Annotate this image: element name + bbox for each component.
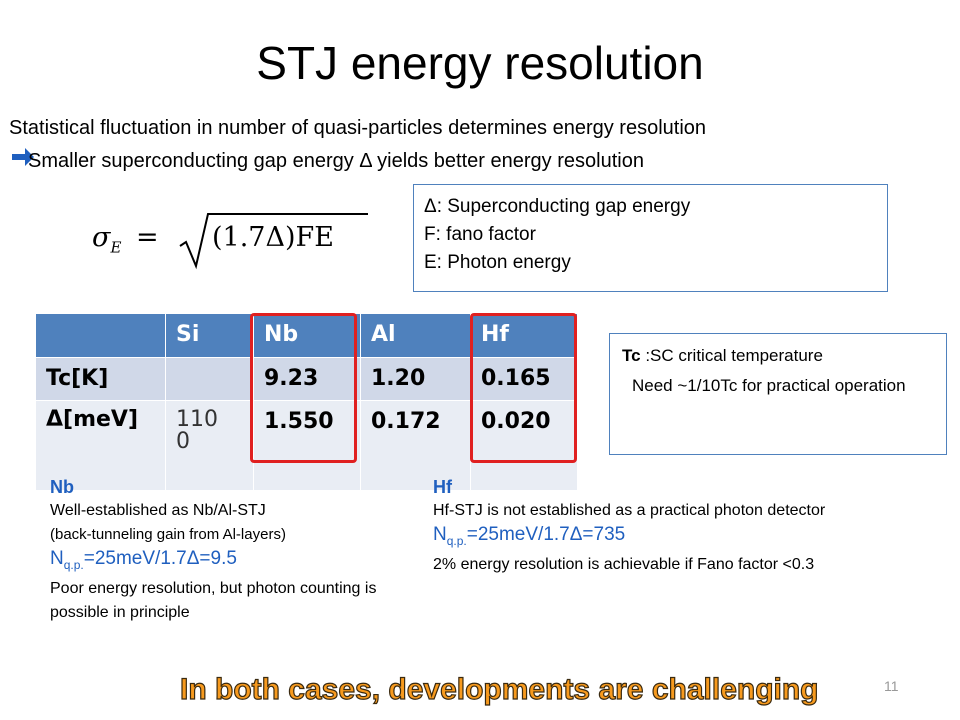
hf-text: 2% energy resolution is achievable if Fa… (433, 555, 815, 573)
nb-n: N (50, 548, 64, 569)
nb-n-rest: =25meV/1.7Δ=9.5 (83, 548, 237, 569)
sqrt-sign (179, 213, 368, 270)
conclusion: In both cases, developments are challeng… (179, 672, 819, 706)
hf-text: Hf-STJ is not established as a practical… (433, 502, 826, 519)
cell: 0.172 (360, 400, 471, 491)
formula-radicand: (1.7Δ)FE (212, 222, 334, 253)
header-cell: Al (360, 313, 471, 358)
formula-eq: = (135, 222, 159, 253)
nb-text: (back-tunneling gain from Al-layers) (50, 526, 286, 543)
tc-label: Tc (622, 346, 641, 365)
cell: 9.23 (253, 357, 361, 401)
hf-n-rest: =25meV/1.7Δ=735 (466, 524, 626, 545)
formula-symbol: σ (92, 222, 111, 253)
cell: 1.550 (253, 400, 361, 491)
tc-text: Need ~1/10Tc for practical operation (632, 376, 906, 395)
nb-heading: Nb (50, 477, 74, 497)
hf-n-sub: q.p. (446, 533, 467, 548)
nb-text: Poor energy resolution, but photon count… (50, 579, 377, 621)
row-label: Tc[K] (35, 357, 166, 401)
intro-line: Statistical fluctuation in number of qua… (9, 117, 707, 139)
cell: 1100 (165, 400, 254, 491)
highlight-box (470, 313, 577, 463)
corner-cell (35, 313, 166, 358)
definition: Δ: Superconducting gap energy (424, 196, 691, 217)
arrow-bullet (12, 148, 34, 166)
formula-sub: E (110, 238, 122, 257)
material-table: Si Nb Al Hf Tc[K] 9.23 1.20 0.165 Δ[meV]… (35, 313, 578, 491)
tc-text: :SC critical temperature (645, 346, 823, 365)
nb-n-sub: q.p. (63, 557, 84, 572)
definition: E: Photon energy (424, 252, 571, 273)
header-cell: Hf (470, 313, 578, 358)
header-cell: Nb (253, 313, 361, 358)
header-cell: Si (165, 313, 254, 358)
page-number: 11 (884, 678, 899, 694)
cell (165, 357, 254, 401)
intro-line: Smaller superconducting gap energy Δ yie… (28, 150, 644, 172)
highlight-box (250, 313, 357, 463)
nb-text: Well-established as Nb/Al-STJ (50, 502, 266, 519)
hf-n: N (433, 524, 447, 545)
cell: 0.020 (470, 400, 578, 491)
cell: 0.165 (470, 357, 578, 401)
tc-box: Tc :SC critical temperature Need ~1/10Tc… (609, 333, 947, 455)
definition: F: fano factor (424, 224, 536, 245)
slide-title: STJ energy resolution (256, 37, 704, 89)
nb-block: Nb Well-established as Nb/Al-STJ (back-t… (50, 475, 400, 625)
hf-heading: Hf (433, 477, 452, 497)
definitions-box: Δ: Superconducting gap energy F: fano fa… (413, 184, 888, 292)
cell: 1.20 (360, 357, 471, 401)
hf-block: Hf Hf-STJ is not established as a practi… (433, 475, 933, 577)
formula: σE = (92, 222, 165, 256)
row-label: Δ[meV] (35, 400, 166, 491)
